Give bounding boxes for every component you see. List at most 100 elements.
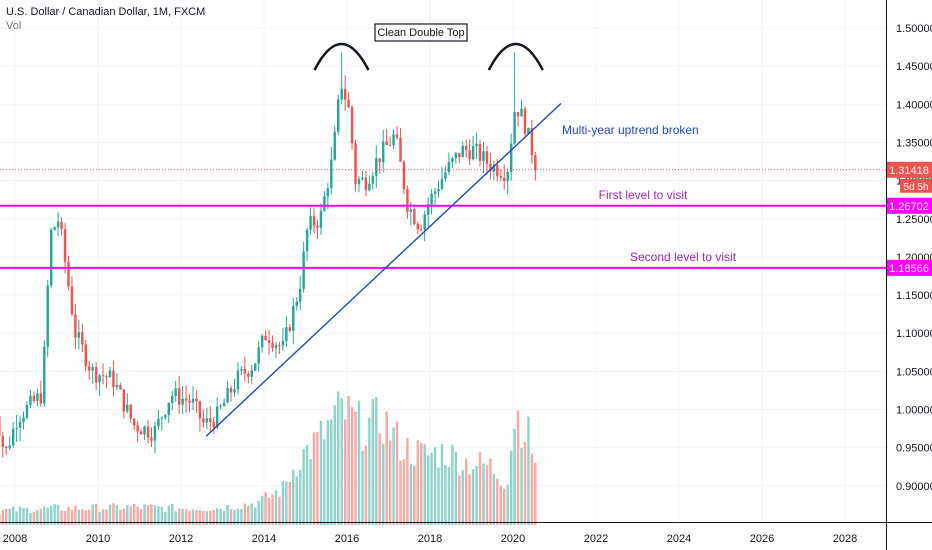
volume-bar — [243, 503, 247, 525]
candle-body — [136, 425, 139, 432]
volume-bar — [437, 467, 440, 525]
volume-bar — [420, 443, 423, 525]
time-tick-label: 2008 — [3, 533, 27, 545]
candle-body — [101, 375, 105, 377]
level-price-label: 1.18566 — [889, 263, 929, 275]
double-top-label: Clean Double Top — [377, 27, 464, 39]
candle-body — [77, 332, 81, 338]
candle-body — [146, 426, 150, 438]
volume-bar — [88, 509, 91, 525]
candle-body — [402, 161, 406, 190]
volume-bar — [423, 444, 426, 525]
time-tick-label: 2012 — [169, 533, 193, 545]
candle-body — [433, 191, 437, 194]
candle-body — [323, 196, 326, 211]
candle-body — [91, 367, 94, 371]
candle-body — [222, 402, 226, 407]
candle-body — [260, 335, 264, 348]
volume-bar — [247, 505, 250, 525]
candle-body — [94, 367, 98, 383]
candle-body — [181, 398, 184, 405]
candle-body — [385, 141, 388, 145]
candle-body — [361, 177, 364, 180]
volume-bar — [146, 505, 150, 525]
volume-bar — [413, 465, 416, 525]
volume-bar — [406, 438, 409, 525]
volume-bar — [164, 511, 167, 525]
volume-bar — [292, 469, 295, 525]
candle-body — [264, 335, 267, 341]
volume-bar — [489, 458, 492, 525]
volume-bar — [143, 504, 146, 525]
price-tick-label: 1.25000 — [896, 214, 932, 226]
candle-body — [347, 99, 350, 108]
volume-bar — [101, 509, 105, 525]
candle-body — [247, 373, 250, 377]
candle-body — [451, 158, 454, 162]
volume-bar — [195, 510, 198, 525]
candle-body — [340, 88, 343, 100]
candle-body — [527, 127, 530, 134]
candle-body — [219, 406, 222, 408]
volume-bar — [257, 501, 260, 525]
candle-body — [413, 209, 416, 225]
volume-bar — [15, 511, 18, 525]
candle-body — [22, 417, 25, 422]
candle-body — [330, 159, 333, 189]
candle-body — [67, 261, 70, 287]
candle-body — [25, 404, 29, 418]
volume-bar — [496, 478, 499, 525]
volume-bar — [354, 411, 357, 525]
volume-bar — [447, 467, 451, 525]
candle-body — [139, 431, 143, 435]
volume-label: Vol — [6, 20, 22, 32]
candle-body — [395, 134, 399, 138]
candle-body — [105, 376, 108, 378]
candle-body — [523, 108, 527, 134]
volume-bar — [202, 511, 205, 525]
candle-body — [513, 111, 516, 144]
volume-bar — [226, 504, 229, 525]
volume-bar — [122, 508, 126, 525]
candle-body — [516, 111, 520, 117]
candle-body — [126, 404, 129, 412]
volume-bar — [77, 509, 81, 525]
volume-bar — [509, 450, 513, 525]
candle-body — [11, 428, 15, 446]
volume-bar — [181, 508, 184, 525]
candle-body — [184, 398, 188, 401]
candle-body — [381, 141, 385, 163]
candle-body — [240, 368, 243, 371]
volume-bar — [43, 506, 46, 525]
candle-body — [534, 155, 537, 170]
candle-body — [250, 370, 253, 377]
candle-body — [399, 137, 402, 162]
candle-body — [32, 395, 36, 401]
candle-body — [295, 301, 298, 307]
volume-bar — [458, 475, 461, 525]
volume-bar — [471, 469, 475, 525]
volume-bar — [464, 458, 468, 525]
candle-body — [371, 175, 375, 184]
candle-body — [81, 332, 84, 345]
volume-bar — [177, 508, 181, 525]
volume-bar — [129, 506, 132, 525]
candle-body — [0, 416, 1, 437]
time-tick-label: 2026 — [750, 533, 774, 545]
volume-bar — [233, 509, 236, 525]
candle-body — [254, 363, 257, 371]
volume-bar — [215, 508, 219, 525]
volume-bar — [74, 505, 77, 525]
volume-bar — [523, 441, 527, 525]
candle-body — [350, 107, 354, 144]
candle-body — [409, 209, 413, 212]
volume-bar — [461, 470, 464, 525]
volume-bar — [229, 509, 233, 525]
volume-bar — [150, 504, 153, 525]
volume-bar — [32, 511, 36, 525]
candle-body — [108, 370, 112, 378]
candle-body — [378, 158, 381, 163]
volume-bar — [433, 447, 437, 525]
volume-bar — [8, 508, 11, 525]
